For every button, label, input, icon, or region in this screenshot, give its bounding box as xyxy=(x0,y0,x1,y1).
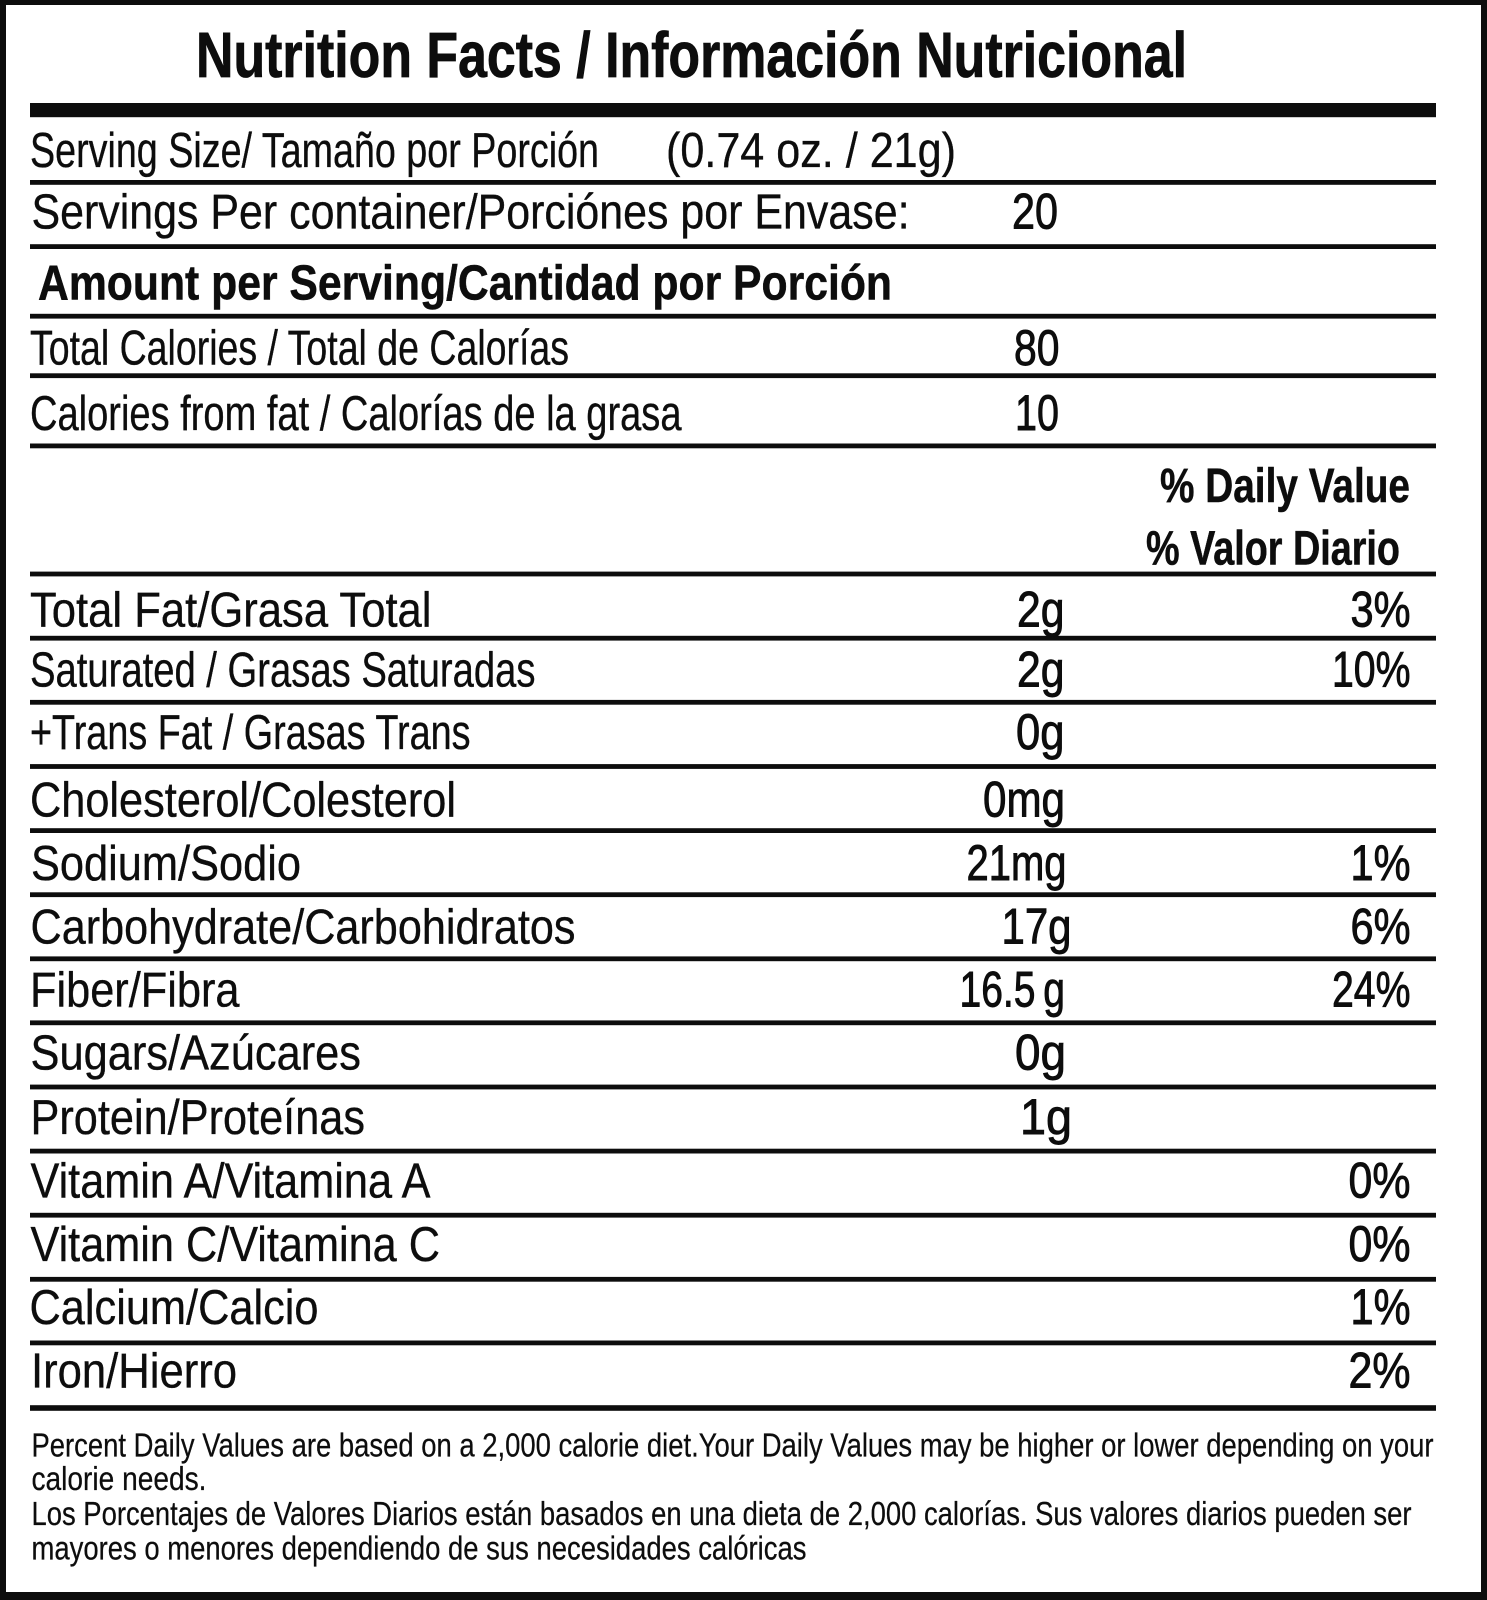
svg-text:17g: 17g xyxy=(1002,898,1072,955)
svg-text:calorie needs.: calorie needs. xyxy=(32,1461,207,1498)
svg-text:% Daily Value: % Daily Value xyxy=(1160,460,1410,513)
svg-text:Servings Per container/Porción: Servings Per container/Porciónes por Env… xyxy=(32,186,910,240)
svg-text:0g: 0g xyxy=(1016,703,1065,760)
svg-text:24%: 24% xyxy=(1332,960,1411,1017)
svg-text:0%: 0% xyxy=(1349,1151,1411,1208)
svg-text:Calcium/Calcio: Calcium/Calcio xyxy=(30,1281,319,1335)
svg-text:Vitamin C/Vitamina C: Vitamin C/Vitamina C xyxy=(31,1218,441,1272)
svg-text:% Valor Diario: % Valor Diario xyxy=(1146,523,1400,576)
svg-text:2g: 2g xyxy=(1017,640,1065,697)
svg-text:Total Calories / Total de Calo: Total Calories / Total de Calorías xyxy=(30,322,569,376)
svg-text:0%: 0% xyxy=(1349,1215,1411,1272)
svg-text:mayores o menores dependiendo: mayores o menores dependiendo de sus nec… xyxy=(32,1531,807,1568)
svg-text:2g: 2g xyxy=(1017,581,1065,638)
svg-text:21mg: 21mg xyxy=(967,834,1067,891)
svg-text:Protein/Proteínas: Protein/Proteínas xyxy=(31,1091,366,1145)
svg-text:10%: 10% xyxy=(1332,640,1411,697)
svg-text:Cholesterol/Colesterol: Cholesterol/Colesterol xyxy=(30,773,456,827)
svg-text:6%: 6% xyxy=(1351,898,1411,955)
svg-text:Amount per Serving/Cantidad po: Amount per Serving/Cantidad por Porción xyxy=(38,256,892,310)
svg-text:Carbohydrate/Carbohidratos: Carbohydrate/Carbohidratos xyxy=(31,901,576,955)
svg-text:3%: 3% xyxy=(1351,581,1411,638)
svg-text:Serving Size/ Tamaño por Porci: Serving Size/ Tamaño por Porción xyxy=(30,124,599,178)
svg-text:Sugars/Azúcares: Sugars/Azúcares xyxy=(31,1027,362,1081)
svg-text:1%: 1% xyxy=(1351,1278,1411,1335)
svg-text:+Trans Fat / Grasas Trans: +Trans Fat / Grasas Trans xyxy=(30,706,471,760)
svg-text:20: 20 xyxy=(1012,183,1058,240)
svg-text:0mg: 0mg xyxy=(983,770,1065,827)
svg-text:1g: 1g xyxy=(1020,1088,1072,1145)
svg-text:Vitamin A/Vitamina A: Vitamin A/Vitamina A xyxy=(31,1154,431,1208)
svg-text:Iron/Hierro: Iron/Hierro xyxy=(31,1345,237,1399)
svg-text:Calories from fat / Calorías d: Calories from fat / Calorías de la grasa xyxy=(30,387,682,441)
svg-text:Nutrition Facts / Información: Nutrition Facts / Información Nutriciona… xyxy=(196,19,1187,91)
svg-text:80: 80 xyxy=(1014,319,1060,376)
svg-text:Total Fat/Grasa Total: Total Fat/Grasa Total xyxy=(30,584,432,638)
svg-text:1%: 1% xyxy=(1351,834,1411,891)
svg-text:0g: 0g xyxy=(1015,1024,1066,1081)
svg-text:16.5 g: 16.5 g xyxy=(960,960,1066,1017)
svg-text:Percent Daily Values are based: Percent Daily Values are based on a 2,00… xyxy=(32,1428,1434,1465)
svg-text:(0.74 oz. / 21g): (0.74 oz. / 21g) xyxy=(666,124,956,178)
svg-text:10: 10 xyxy=(1015,384,1059,441)
svg-text:Los Porcentajes de Valores Dia: Los Porcentajes de Valores Diarios están… xyxy=(32,1496,1412,1533)
svg-text:Saturated / Grasas Saturadas: Saturated / Grasas Saturadas xyxy=(30,643,536,697)
svg-text:Fiber/Fibra: Fiber/Fibra xyxy=(30,963,240,1017)
svg-text:2%: 2% xyxy=(1349,1342,1411,1399)
svg-text:Sodium/Sodio: Sodium/Sodio xyxy=(31,837,301,891)
